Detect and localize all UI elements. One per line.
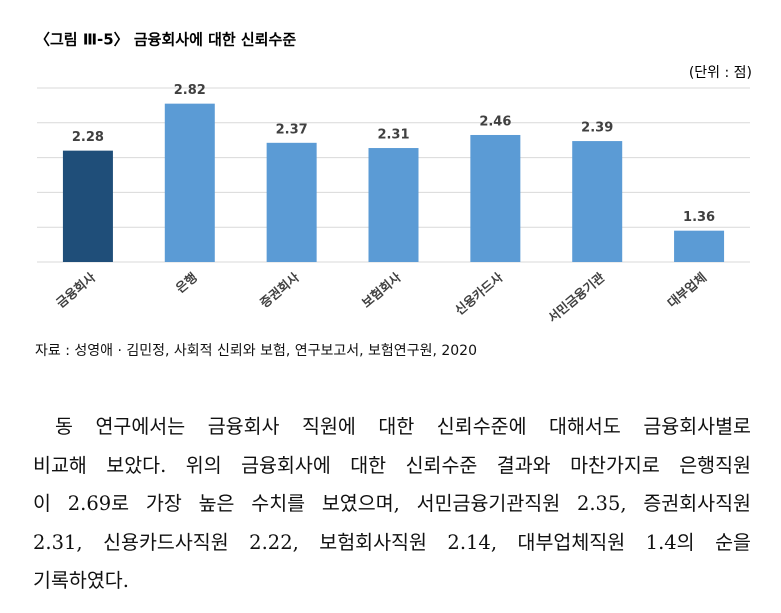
chart: 〈그림 Ⅲ-5〉 금융회사에 대한 신뢰수준 (단위 : 점) 2.28 금융회사…	[35, 31, 752, 326]
value-label: 2.39	[581, 121, 613, 136]
bar	[266, 142, 317, 262]
x-tick-label: 증권회사	[257, 269, 302, 310]
paragraph-line: 2.31, 신용카드사직원 2.22, 보험회사직원 2.14, 대부업체직원 …	[33, 530, 751, 554]
bar	[368, 148, 419, 262]
bar	[572, 141, 623, 262]
value-label: 2.31	[377, 128, 409, 143]
source: 자료 : 성영애 · 김민정, 사회적 신뢰와 보험, 연구보고서, 보험연구원…	[35, 343, 477, 359]
bar	[674, 230, 725, 262]
bar	[164, 103, 215, 262]
unit-label: (단위 : 점)	[689, 65, 752, 81]
value-label: 2.46	[479, 114, 511, 129]
bar	[470, 134, 521, 262]
bar	[62, 150, 113, 262]
value-label: 1.36	[683, 210, 715, 225]
value-label: 2.28	[72, 130, 104, 145]
paragraph-line: 기록하였다.	[33, 569, 129, 592]
x-tick-label: 대부업체	[664, 269, 709, 310]
value-label: 2.37	[276, 122, 308, 137]
x-tick-label: 금융회사	[53, 269, 98, 310]
chart-title: 〈그림 Ⅲ-5〉 금융회사에 대한 신뢰수준	[35, 31, 296, 49]
x-tick-label: 서민금융기관	[545, 269, 608, 325]
paragraph-line: 동 연구에서는 금융회사 직원에 대한 신뢰수준에 대해서도 금융회사별로	[55, 415, 751, 438]
x-tick-label: 은행	[173, 269, 200, 295]
x-tick-label: 신용카드사	[452, 269, 506, 318]
paragraph-line: 이 2.69로 가장 높은 수치를 보였으며, 서민금융기관직원 2.35, 증…	[33, 492, 751, 515]
x-tick-label: 보험회사	[359, 269, 404, 310]
value-label: 2.82	[174, 83, 206, 98]
paragraph-line: 비교해 보았다. 위의 금융회사에 대한 신뢰수준 결과와 마찬가지로 은행직원	[33, 453, 751, 477]
